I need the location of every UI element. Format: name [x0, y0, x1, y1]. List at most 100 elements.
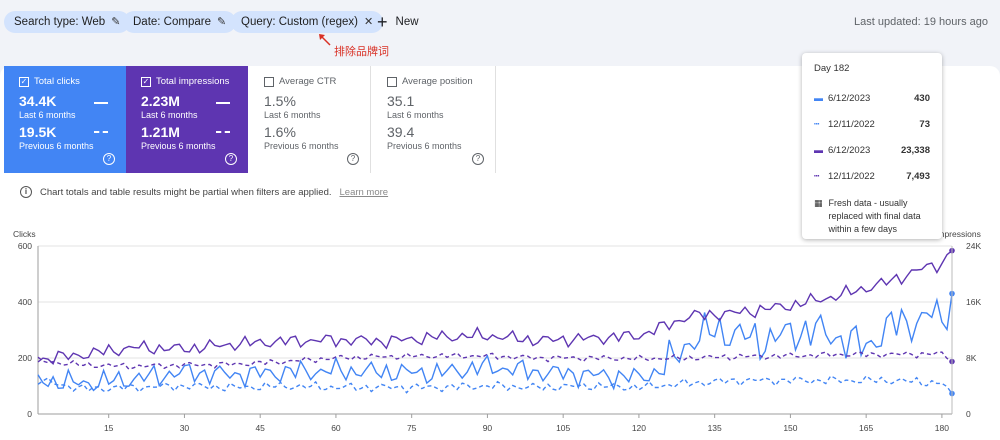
query-label: Query: Custom (regex): [241, 16, 358, 28]
metric-period-current: Last 6 months: [141, 110, 198, 120]
tooltip-date: 12/11/2022: [828, 118, 875, 130]
new-filter-button[interactable]: + New: [377, 11, 419, 33]
y-tick-right: 16K: [966, 297, 981, 307]
performance-chart[interactable]: 0 200 400 600 0 8K 16K 24K 15 30 45 60 75 90 105 120 135…: [0, 226, 1000, 440]
help-icon[interactable]: ?: [103, 153, 115, 165]
search-type-label: Search type: Web: [14, 16, 106, 28]
plus-icon: +: [377, 12, 388, 32]
dashed-line-icon: ┅: [814, 118, 820, 129]
tooltip-row: ▬ 6/12/2023 23,338: [814, 137, 930, 163]
metric-average-ctr[interactable]: Average CTR 1.5% Last 6 months 1.6% Prev…: [249, 66, 371, 173]
dashed-line-icon: ┅: [814, 170, 820, 181]
solid-line-icon: [216, 102, 230, 104]
metric-total-clicks[interactable]: ✓ Total clicks 34.4K Last 6 months 19.5K …: [4, 66, 126, 173]
tooltip-row: ┅ 12/11/2022 73: [814, 111, 930, 137]
tooltip-date: 6/12/2023: [828, 92, 871, 104]
calendar-icon: ▦: [814, 198, 823, 208]
metric-label: Average CTR: [279, 76, 337, 87]
query-chip[interactable]: Query: Custom (regex) ✕: [231, 11, 384, 33]
tooltip-date: 12/11/2022: [828, 170, 875, 182]
fresh-data-text: Fresh data - usually replaced with final…: [828, 198, 921, 234]
pencil-icon[interactable]: ✎: [216, 16, 227, 28]
x-tick-label: 120: [632, 423, 646, 433]
series-line: [37, 374, 953, 395]
x-tick-label: 45: [255, 423, 265, 433]
y-tick-right: 0: [966, 409, 971, 419]
tooltip-value: 73: [919, 118, 930, 130]
metric-value-previous: 1.6%: [264, 124, 296, 140]
y-tick-right: 24K: [966, 241, 981, 251]
x-tick-label: 165: [859, 423, 873, 433]
metric-value-current: 1.5%: [264, 93, 296, 109]
metric-value-current: 34.4K: [19, 93, 57, 109]
help-icon[interactable]: ?: [347, 153, 359, 165]
y-tick-right: 8K: [966, 353, 977, 363]
y-tick-left: 200: [18, 353, 32, 363]
date-label: Date: Compare: [133, 16, 211, 28]
metric-value-previous: 1.21M: [141, 124, 180, 140]
y-tick-left: 400: [18, 297, 32, 307]
help-icon[interactable]: ?: [472, 153, 484, 165]
help-icon[interactable]: ?: [225, 153, 237, 165]
close-icon[interactable]: ✕: [363, 16, 374, 28]
dashed-line-icon: [216, 131, 230, 133]
y-tick-left: 0: [27, 409, 32, 419]
pencil-icon[interactable]: ✎: [111, 16, 121, 28]
checkbox-unchecked-icon[interactable]: [264, 76, 274, 87]
tooltip-date: 6/12/2023: [828, 144, 871, 156]
metric-period-previous: Previous 6 months: [141, 141, 216, 151]
metric-label: Average position: [402, 76, 473, 87]
metric-total-impressions[interactable]: ✓ Total impressions 2.23M Last 6 months 1…: [126, 66, 248, 173]
learn-more-link[interactable]: Learn more: [339, 186, 389, 198]
dashed-line-icon: [94, 131, 108, 133]
checkbox-checked-icon[interactable]: ✓: [19, 76, 29, 87]
metric-period-current: Last 6 months: [387, 110, 444, 120]
y-tick-left: 600: [18, 241, 32, 251]
y-axis-right-title: Impressions: [935, 229, 981, 239]
info-icon: i: [20, 186, 32, 198]
metric-period-previous: Previous 6 months: [387, 141, 462, 151]
fresh-data-note: ▦ Fresh data - usually replaced with fin…: [814, 197, 930, 236]
annotation-arrow-icon: [319, 34, 331, 46]
x-tick-label: 90: [483, 423, 493, 433]
partial-data-info: i Chart totals and table results might b…: [20, 186, 388, 198]
x-tick-label: 150: [783, 423, 797, 433]
metric-period-previous: Previous 6 months: [264, 141, 339, 151]
metric-value-previous: 19.5K: [19, 124, 57, 140]
tooltip-title: Day 182: [814, 63, 850, 74]
filter-bar: Search type: Web ✎ Date: Compare ✎ Query…: [0, 0, 1000, 44]
metric-value-current: 2.23M: [141, 93, 180, 109]
metric-value-current: 35.1: [387, 93, 415, 109]
solid-line-icon: [94, 102, 108, 104]
last-updated: Last updated: 19 hours ago: [854, 16, 988, 28]
checkbox-unchecked-icon[interactable]: [387, 76, 397, 87]
metric-average-position[interactable]: Average position 35.1 Last 6 months 39.4…: [372, 66, 496, 173]
series-line: [37, 293, 953, 392]
x-tick-label: 15: [104, 423, 114, 433]
x-tick-label: 30: [180, 423, 190, 433]
x-tick-label: 75: [407, 423, 417, 433]
series-line: [37, 351, 953, 370]
tooltip-value: 23,338: [900, 144, 930, 156]
tooltip-value: 7,493: [906, 170, 930, 182]
x-tick-label: 180: [935, 423, 949, 433]
solid-line-icon: ▬: [814, 93, 823, 103]
metric-label: Total impressions: [156, 76, 230, 87]
chart-tooltip: Day 182 ▬ 6/12/2023 430 ┅ 12/11/2022 73 …: [802, 53, 942, 239]
metric-value-previous: 39.4: [387, 124, 415, 140]
search-type-chip[interactable]: Search type: Web ✎: [4, 11, 131, 33]
metric-label: Total clicks: [34, 76, 80, 87]
checkbox-checked-icon[interactable]: ✓: [141, 76, 151, 87]
x-tick-label: 105: [556, 423, 570, 433]
y-axis-left-title: Clicks: [13, 229, 36, 239]
metric-period-current: Last 6 months: [264, 110, 321, 120]
info-text: Chart totals and table results might be …: [40, 186, 332, 198]
tooltip-row: ▬ 6/12/2023 430: [814, 85, 930, 111]
tooltip-row: ┅ 12/11/2022 7,493: [814, 163, 930, 189]
metric-period-current: Last 6 months: [19, 110, 76, 120]
metric-period-previous: Previous 6 months: [19, 141, 94, 151]
x-tick-label: 135: [708, 423, 722, 433]
new-filter-label: New: [395, 16, 419, 28]
solid-line-icon: ▬: [814, 145, 823, 155]
date-chip[interactable]: Date: Compare ✎: [123, 11, 237, 33]
